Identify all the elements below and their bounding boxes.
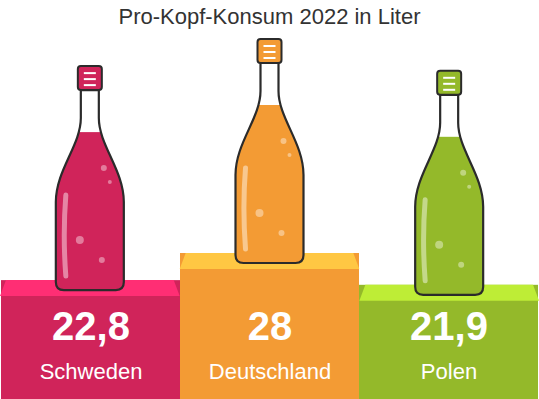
- html-text:Pro-Kopf-Konsum 2022 in Liter: Pro-Kopf-Konsum 2022 in Liter: [118, 4, 421, 29]
- svg-text:Schweden: Schweden: [40, 359, 143, 384]
- svg-text:28: 28: [248, 304, 293, 348]
- svg-text:21,9: 21,9: [410, 304, 488, 348]
- svg-text:22,8: 22,8: [52, 304, 130, 348]
- svg-text:Deutschland: Deutschland: [209, 359, 331, 384]
- svg-text:Polen: Polen: [421, 359, 477, 384]
